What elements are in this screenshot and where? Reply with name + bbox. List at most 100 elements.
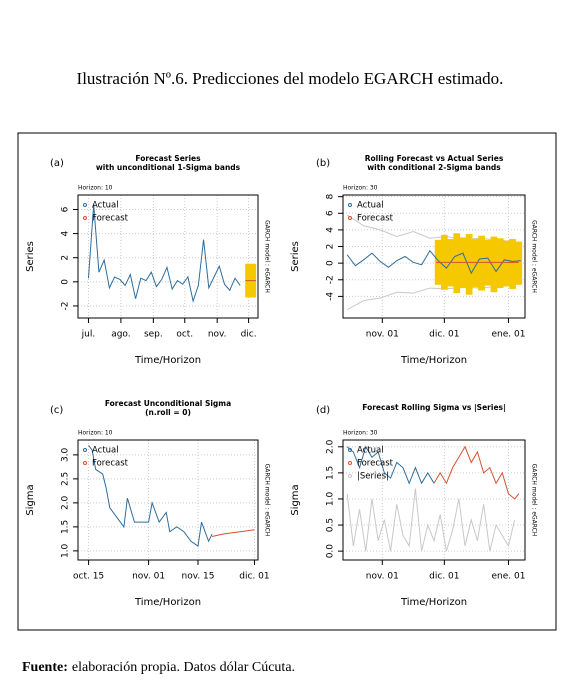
x-axis-title: Time/Horizon [400,355,467,366]
y-tick-label: 2 [61,255,71,261]
x-tick-label: sep. [144,330,163,340]
y-tick-label: 3.0 [61,447,71,462]
x-tick-label: oct. [176,330,193,340]
y-tick-label: -4 [326,292,336,301]
side-label: GARCH model : eGARCH [264,464,271,537]
series-line [212,529,255,537]
x-tick-label: oct. 15 [73,572,104,582]
x-tick-label: ene. 01 [491,572,525,582]
x-tick-label: nov. 01 [132,572,165,582]
sigma-band [509,239,516,289]
y-tick-label: 4 [61,230,71,236]
panel-title: Forecast Rolling Sigma vs |Series| [362,403,505,413]
panel-tag: (c) [50,405,63,416]
horizon-label: Horizon: 30 [343,430,378,437]
plot-frame [77,439,259,561]
x-tick-label: nov. 01 [366,572,399,582]
panel-subtitle: with unconditional 1-Sigma bands [96,163,241,172]
side-label: GARCH model : eGARCH [531,220,538,293]
source-note: Fuente: elaboración propia. Datos dólar C… [22,660,295,675]
sigma-band [478,235,485,291]
legend-label: Forecast [357,214,394,224]
panel-tag: (b) [316,158,330,169]
x-tick-label: ene. 01 [491,330,525,340]
x-tick-label: nov. 15 [181,572,214,582]
y-tick-label: 8 [326,194,336,200]
series-line [87,204,241,304]
source-label: Fuente: [22,660,68,675]
legend-marker [348,474,352,478]
y-tick-label: 1.0 [326,492,336,507]
legend-marker [348,203,352,207]
plot-frame [77,194,259,319]
x-tick-label: jul. [81,330,96,340]
x-axis-title: Time/Horizon [400,597,467,608]
x-tick-label: ago. [111,330,130,340]
y-tick-label: 0 [326,260,336,266]
y-tick-label: -2 [61,301,71,310]
panel-title: Forecast Unconditional Sigma [105,399,231,408]
sigma-band [465,234,473,295]
sigma-band [472,239,479,288]
y-tick-label: 2.0 [326,439,336,454]
y-tick-label: 2 [326,244,336,250]
y-tick-label: 1.5 [61,520,71,534]
y-axis-title: Series [290,241,301,272]
sigma-band [515,241,523,285]
x-tick-label: dic. 01 [429,330,459,340]
plot-frame [342,439,526,561]
legend-label: Actual [357,201,384,211]
figure-frame [17,132,557,631]
panel-tag: (a) [50,158,64,169]
legend-label: Forecast [92,459,129,469]
horizon-label: Horizon: 30 [343,185,378,192]
source-text: elaboración propia. Datos dólar Cúcuta. [72,660,295,675]
series-line [346,488,516,552]
x-tick-label: dic. 01 [429,572,459,582]
y-tick-label: 6 [326,210,336,216]
series-line [346,445,435,485]
x-tick-label: dic. [241,330,257,340]
y-tick-label: 1.0 [61,543,71,558]
series-line [88,444,213,547]
y-tick-label: 2.0 [61,495,71,510]
sigma-band [496,238,504,289]
panel-title: Rolling Forecast vs Actual Series [365,154,504,163]
sigma-band [503,240,510,287]
legend-marker [348,216,352,220]
legend-marker [348,461,352,465]
y-tick-label: 1.5 [326,466,336,480]
legend-marker [348,448,352,452]
y-tick-label: 4 [326,227,336,233]
y-tick-label: 6 [61,206,71,212]
legend-label: Forecast [92,214,129,224]
legend-label: Actual [92,446,119,456]
figure-caption: Ilustración Nº.6. Predicciones del model… [77,69,504,88]
legend-marker [83,203,87,207]
y-axis-title: Sigma [290,484,301,515]
legend-label: Forecast [357,459,394,469]
y-tick-label: 0.5 [326,518,336,532]
y-tick-label: 0.0 [326,544,336,559]
horizon-label: Horizon: 10 [78,185,113,192]
side-label: GARCH model : eGARCH [531,464,538,537]
y-axis-title: Sigma [25,484,36,515]
legend-marker [83,216,87,220]
plot-frame [342,194,526,319]
sigma-band [453,233,461,294]
y-axis-title: Series [25,241,36,272]
panel-title: Forecast Series [135,154,201,163]
side-label: GARCH model : eGARCH [264,220,271,293]
y-tick-label: 2.5 [61,472,71,486]
panel-subtitle: with conditional 2-Sigma bands [367,163,501,172]
legend-marker [83,461,87,465]
panel-subtitle: (n.roll = 0) [145,408,191,417]
legend-marker [83,448,87,452]
x-tick-label: dic. 01 [239,572,269,582]
series-line [346,249,521,275]
x-tick-label: nov. [208,330,227,340]
x-axis-title: Time/Horizon [134,597,201,608]
legend-label: Actual [357,446,384,456]
